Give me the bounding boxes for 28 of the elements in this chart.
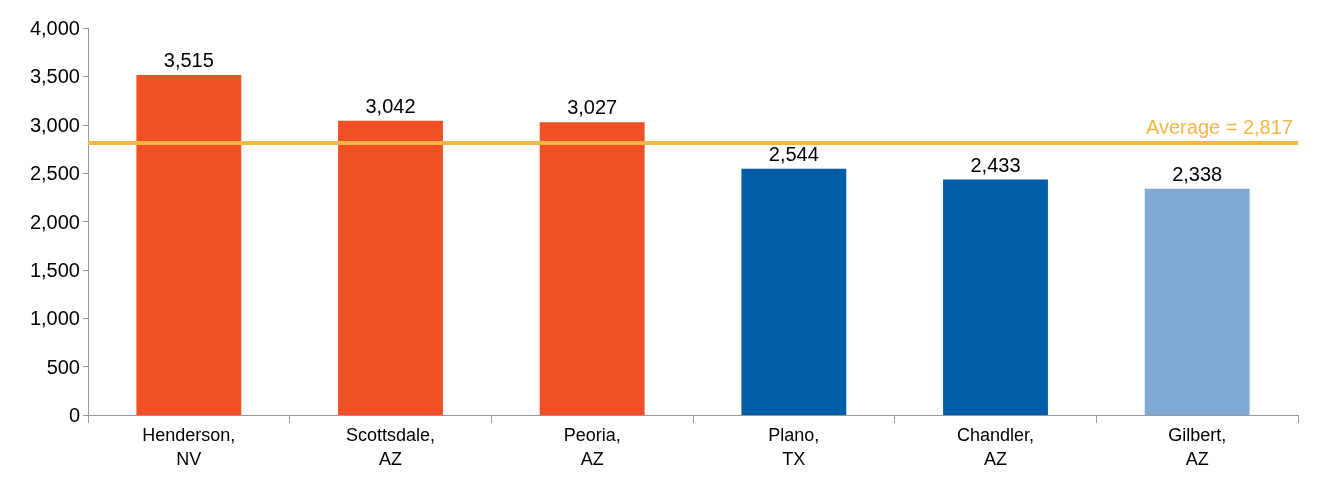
y-tick-label: 1,500 bbox=[29, 258, 80, 281]
data-label: 3,027 bbox=[567, 96, 618, 119]
data-label: 2,544 bbox=[768, 142, 819, 165]
y-tick-label: 2,500 bbox=[29, 162, 80, 185]
data-label: 3,042 bbox=[365, 94, 416, 117]
x-tick-label: Peoria, AZ bbox=[563, 425, 621, 469]
x-tick-label: Plano, TX bbox=[768, 425, 820, 469]
y-tick-label: 1,000 bbox=[29, 307, 80, 330]
y-tick-label: 0 bbox=[68, 404, 80, 426]
x-tick-label: Scottsdale, AZ bbox=[345, 425, 436, 469]
y-tick-label: 4,000 bbox=[29, 17, 80, 39]
y-tick-label: 3,500 bbox=[29, 65, 80, 88]
y-tick-label: 3,000 bbox=[29, 113, 80, 136]
data-label: 3,515 bbox=[163, 48, 214, 71]
bar bbox=[1144, 188, 1250, 415]
x-tick-label: Gilbert, AZ bbox=[1168, 425, 1227, 469]
bar bbox=[136, 74, 242, 415]
data-label: 2,338 bbox=[1172, 162, 1223, 185]
bar bbox=[539, 122, 645, 415]
bar bbox=[741, 168, 847, 415]
y-tick-label: 2,000 bbox=[29, 210, 80, 233]
x-tick-label: Henderson, NV bbox=[142, 425, 236, 469]
data-label: 2,433 bbox=[970, 153, 1021, 176]
bar bbox=[338, 120, 443, 415]
x-tick-label: Chandler, AZ bbox=[956, 425, 1035, 469]
y-tick-label: 500 bbox=[46, 355, 80, 378]
bar bbox=[943, 179, 1048, 415]
ref-line-label: Average = 2,817 bbox=[1146, 116, 1293, 139]
